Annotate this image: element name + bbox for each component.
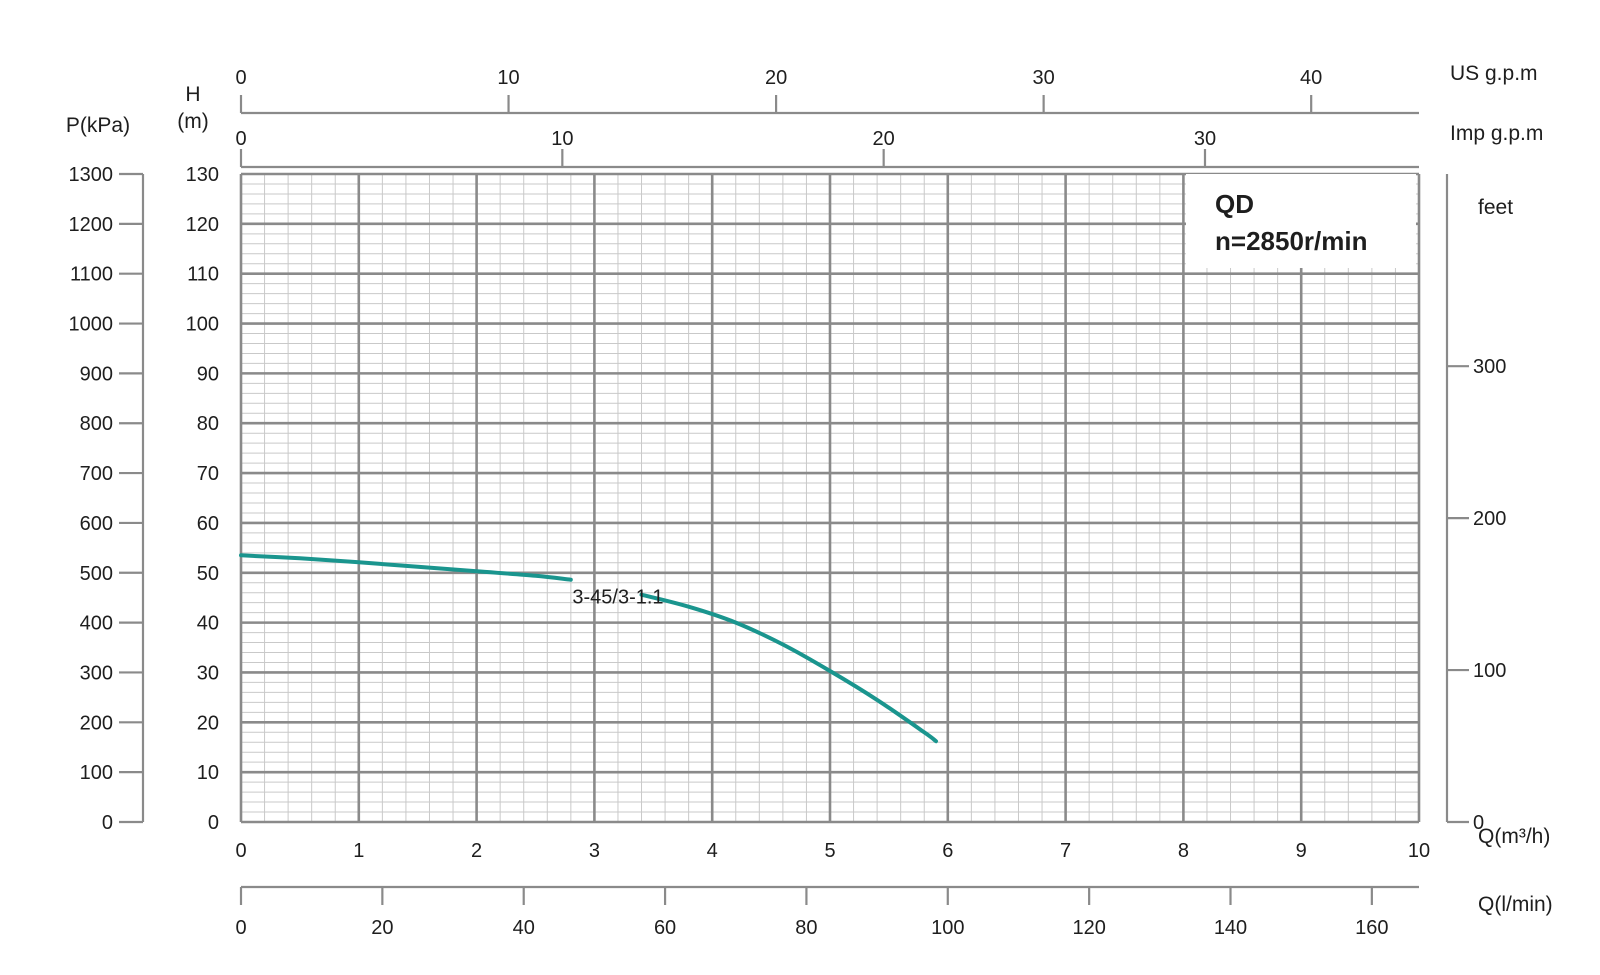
axes bbox=[119, 95, 1469, 905]
feet-tick-label: 300 bbox=[1473, 356, 1506, 378]
kpa-tick-label: 1000 bbox=[69, 314, 114, 336]
flow-m3h-tick-label: 10 bbox=[1408, 840, 1430, 862]
kpa-tick-label: 400 bbox=[80, 613, 113, 635]
flow-lpm-tick-label: 0 bbox=[235, 917, 246, 939]
us-gpm-tick-label: 0 bbox=[235, 67, 246, 89]
head-tick-label: 10 bbox=[197, 762, 219, 784]
imp-gpm-axis-label: Imp g.p.m bbox=[1450, 122, 1543, 145]
feet-axis-label: feet bbox=[1478, 196, 1513, 219]
head-tick-label: 100 bbox=[186, 314, 219, 336]
flow-m3h-tick-label: 0 bbox=[235, 840, 246, 862]
series-label-3-45-3-1-1: 3-45/3-1.1 bbox=[572, 587, 663, 609]
flow-lpm-axis-label: Q(l/min) bbox=[1478, 893, 1553, 916]
head-axis-label-line1: H bbox=[185, 83, 200, 106]
head-tick-label: 80 bbox=[197, 413, 219, 435]
pump-curves bbox=[239, 553, 938, 744]
kpa-tick-label: 0 bbox=[102, 812, 113, 834]
chart-title: QD bbox=[1215, 189, 1254, 219]
head-tick-label: 90 bbox=[197, 363, 219, 385]
kpa-tick-label: 100 bbox=[80, 762, 113, 784]
kpa-tick-label: 300 bbox=[80, 662, 113, 684]
flow-lpm-tick-label: 60 bbox=[654, 917, 676, 939]
head-tick-label: 0 bbox=[208, 812, 219, 834]
flow-lpm-tick-label: 80 bbox=[795, 917, 817, 939]
head-tick-label: 20 bbox=[197, 712, 219, 734]
kpa-tick-label: 500 bbox=[80, 563, 113, 585]
imp-gpm-tick-label: 10 bbox=[551, 128, 573, 150]
feet-tick-label: 0 bbox=[1473, 812, 1484, 834]
series-curve-segment bbox=[239, 553, 573, 582]
head-tick-label: 60 bbox=[197, 513, 219, 535]
head-axis-label-line2: (m) bbox=[177, 110, 208, 133]
kpa-tick-label: 900 bbox=[80, 363, 113, 385]
flow-lpm-tick-label: 40 bbox=[513, 917, 535, 939]
us-gpm-tick-label: 30 bbox=[1033, 67, 1055, 89]
us-gpm-tick-label: 40 bbox=[1300, 67, 1322, 89]
kpa-tick-label: 700 bbox=[80, 463, 113, 485]
flow-lpm-tick-label: 120 bbox=[1072, 917, 1105, 939]
head-tick-label: 40 bbox=[197, 613, 219, 635]
us-gpm-axis-label: US g.p.m bbox=[1450, 62, 1538, 85]
flow-lpm-tick-label: 20 bbox=[371, 917, 393, 939]
kpa-tick-label: 600 bbox=[80, 513, 113, 535]
imp-gpm-tick-label: 0 bbox=[235, 128, 246, 150]
imp-gpm-tick-label: 20 bbox=[873, 128, 895, 150]
title-box bbox=[1186, 174, 1416, 268]
flow-m3h-tick-label: 9 bbox=[1296, 840, 1307, 862]
kpa-tick-label: 800 bbox=[80, 413, 113, 435]
flow-lpm-tick-label: 160 bbox=[1355, 917, 1388, 939]
flow-m3h-tick-label: 1 bbox=[353, 840, 364, 862]
flow-m3h-tick-label: 7 bbox=[1060, 840, 1071, 862]
kpa-axis-label: P(kPa) bbox=[66, 114, 130, 137]
major-grid bbox=[239, 172, 1421, 824]
flow-m3h-tick-label: 4 bbox=[707, 840, 718, 862]
flow-m3h-tick-label: 2 bbox=[471, 840, 482, 862]
kpa-tick-label: 1300 bbox=[69, 164, 114, 186]
head-tick-label: 110 bbox=[187, 264, 219, 286]
head-tick-label: 70 bbox=[197, 463, 219, 485]
kpa-tick-label: 1100 bbox=[70, 264, 113, 286]
flow-lpm-tick-label: 140 bbox=[1214, 917, 1247, 939]
flow-m3h-axis-label: Q(m³/h) bbox=[1478, 825, 1550, 848]
feet-tick-label: 200 bbox=[1473, 508, 1506, 530]
head-tick-label: 120 bbox=[186, 214, 219, 236]
series-curve-segment bbox=[639, 592, 938, 744]
kpa-tick-label: 200 bbox=[80, 712, 113, 734]
feet-tick-label: 100 bbox=[1473, 660, 1506, 682]
flow-m3h-tick-label: 5 bbox=[824, 840, 835, 862]
flow-m3h-tick-label: 3 bbox=[589, 840, 600, 862]
flow-m3h-tick-label: 8 bbox=[1178, 840, 1189, 862]
head-tick-label: 50 bbox=[197, 563, 219, 585]
flow-m3h-tick-label: 6 bbox=[942, 840, 953, 862]
flow-lpm-tick-label: 100 bbox=[931, 917, 964, 939]
us-gpm-tick-label: 10 bbox=[497, 67, 519, 89]
head-tick-label: 30 bbox=[197, 662, 219, 684]
head-tick-label: 130 bbox=[186, 164, 219, 186]
chart-subtitle: n=2850r/min bbox=[1215, 226, 1367, 256]
tick-labels: 0102030405060708090100110120130010020030… bbox=[69, 67, 1507, 939]
us-gpm-tick-label: 20 bbox=[765, 67, 787, 89]
imp-gpm-tick-label: 30 bbox=[1194, 128, 1216, 150]
kpa-tick-label: 1200 bbox=[69, 214, 114, 236]
